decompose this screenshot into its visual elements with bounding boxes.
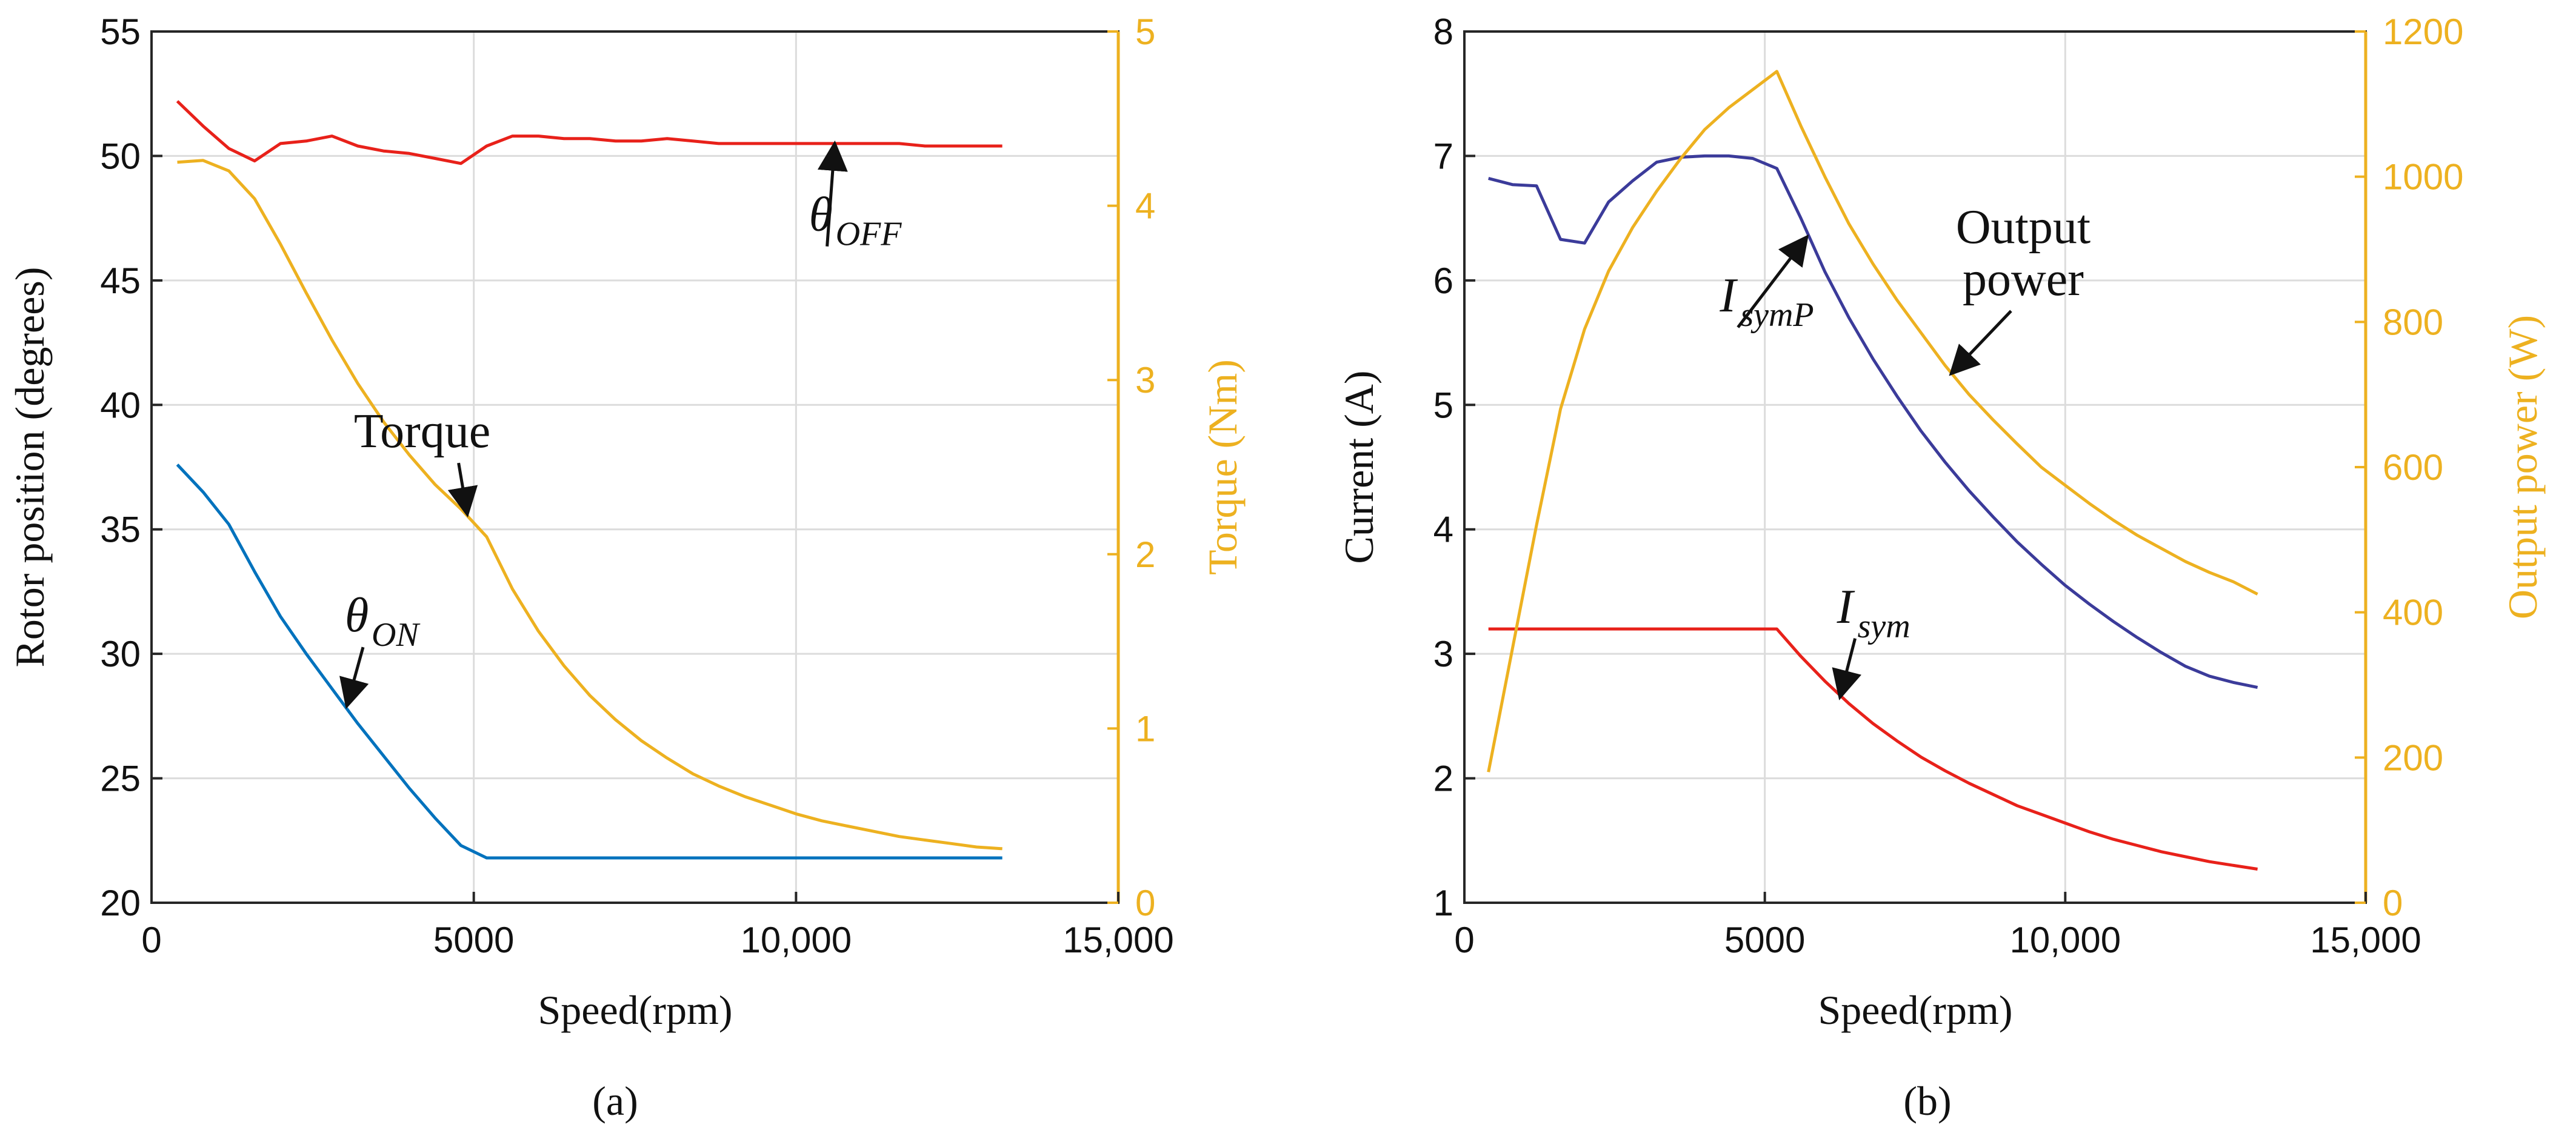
panel-a-ytick-left-label: 25 bbox=[100, 759, 141, 799]
panel-b-ytick-right-label: 0 bbox=[2383, 883, 2403, 923]
panel-b-annotation-output-power-arrow bbox=[1949, 310, 2012, 376]
panel-a-series-torque-line bbox=[177, 159, 1003, 851]
panel-a-xtick-label: 5000 bbox=[433, 920, 514, 960]
panel-a-ytick-right-label: 0 bbox=[1135, 883, 1155, 923]
panel-a-annotation-theta-on-symbol: θ bbox=[345, 589, 369, 642]
panel-b-annotation-isymp-symbol: I bbox=[1719, 269, 1738, 322]
panel-b-ytick-left-label: 4 bbox=[1433, 510, 1453, 550]
panel-a-series-theta-off-line bbox=[176, 100, 1003, 165]
panel-a-annotation-theta-off-subscript: OFF bbox=[836, 216, 903, 253]
panel-a-ytick-right-label: 4 bbox=[1135, 186, 1155, 227]
panel-b-ytick-right-label: 400 bbox=[2383, 593, 2443, 633]
panel-a-ytick-right-label: 5 bbox=[1135, 12, 1155, 52]
panel-a-annotation-theta-off-arrow bbox=[817, 140, 848, 247]
panel-b-ytick-left-label: 2 bbox=[1433, 759, 1453, 799]
panel-b-ytick-left-label: 1 bbox=[1433, 883, 1453, 923]
panel-b-ytick-left-label: 5 bbox=[1433, 385, 1453, 425]
panel-b-ytick-right-label: 1200 bbox=[2383, 12, 2463, 52]
panel-a-annotation-torque-label: Torque bbox=[354, 405, 490, 458]
panel-a-ytick-left-label: 55 bbox=[100, 12, 141, 52]
panel-a-yaxis-right-title: Torque (Nm) bbox=[1200, 359, 1246, 575]
panel-b-ytick-right-label: 800 bbox=[2383, 302, 2443, 342]
panel-b-ytick-left-label: 8 bbox=[1433, 12, 1453, 52]
panel-a-xtick-label: 0 bbox=[141, 920, 161, 960]
panel-b-ytick-right-label: 600 bbox=[2383, 447, 2443, 488]
panel-b-ytick-left-label: 6 bbox=[1433, 261, 1453, 301]
panel-a-ytick-right-label: 3 bbox=[1135, 360, 1155, 400]
panel-b-series-output-power-line bbox=[1487, 70, 2258, 772]
panel-a-ytick-left-label: 30 bbox=[100, 634, 141, 674]
panel-a-ytick-right-label: 2 bbox=[1135, 534, 1155, 575]
panel-b-xtick-label: 0 bbox=[1454, 920, 1474, 960]
panel-b-xtick-label: 5000 bbox=[1724, 920, 1805, 960]
panel-a-yaxis-left-title: Rotor position (degrees) bbox=[7, 267, 53, 668]
panel-a-annotation-theta-on-subscript: ON bbox=[372, 616, 420, 654]
panel-b-yaxis-right-title: Output power (W) bbox=[2500, 315, 2546, 619]
panel-b-ytick-left-label: 7 bbox=[1433, 136, 1453, 176]
panel-b-ytick-right-label: 200 bbox=[2383, 737, 2443, 778]
panel-a-xtick-label: 15,000 bbox=[1063, 920, 1174, 960]
panel-a-ytick-left-label: 40 bbox=[100, 385, 141, 425]
panel-a-ytick-left-label: 35 bbox=[100, 510, 141, 550]
panel-a-ytick-left-label: 50 bbox=[100, 136, 141, 176]
panel-b-xaxis-title: Speed(rpm) bbox=[1818, 987, 2012, 1033]
panel-a-annotation-theta-on-arrow bbox=[339, 646, 369, 709]
panel-b-annotation-isym-arrow bbox=[1832, 638, 1862, 700]
panel-b-annotation-isymp-arrow bbox=[1737, 234, 1809, 328]
panel-b-panel-label: (b) bbox=[1903, 1078, 1951, 1124]
panel-a: 0 5000 10,000 15,0002025303540455055012345S… bbox=[7, 12, 1246, 1124]
panel-b-series-isym-line bbox=[1488, 627, 2258, 871]
panel-a-ytick-right-label: 1 bbox=[1135, 708, 1155, 749]
panel-b-series-isymp-line bbox=[1488, 154, 2258, 689]
panel-b-xtick-label: 15,000 bbox=[2310, 920, 2421, 960]
panel-b-annotation-output-power-line: Output bbox=[1956, 201, 2090, 254]
panel-b-ytick-right-label: 1000 bbox=[2383, 157, 2463, 198]
panel-a-annotation-torque-arrow bbox=[447, 462, 478, 517]
panel-b-xtick-label: 10,000 bbox=[2010, 920, 2121, 960]
panel-b-yaxis-left-title: Current (A) bbox=[1336, 370, 1382, 563]
panel-a-xaxis-title: Speed(rpm) bbox=[538, 987, 732, 1033]
panel-b-annotation-output-power-line: power bbox=[1963, 253, 2084, 306]
panel-a-ytick-left-label: 20 bbox=[100, 883, 141, 923]
panel-b-annotation-isym-subscript: sym bbox=[1858, 608, 1910, 645]
panel-a-series-theta-on-line bbox=[176, 463, 1003, 860]
panel-a-ytick-left-label: 45 bbox=[100, 261, 141, 301]
panel-b-annotation-isym-symbol: I bbox=[1837, 580, 1855, 634]
panel-b-annotation-isymp-subscript: symP bbox=[1740, 296, 1814, 334]
panel-a-xtick-label: 10,000 bbox=[741, 920, 852, 960]
panel-b: 0 5000 10,000 15,000 1 2 3 4 5 6 7 8 0 200 400 600 800 10… bbox=[1336, 12, 2546, 1124]
panel-a-panel-label: (a) bbox=[592, 1078, 638, 1124]
panel-b-ytick-left-label: 3 bbox=[1433, 634, 1453, 674]
